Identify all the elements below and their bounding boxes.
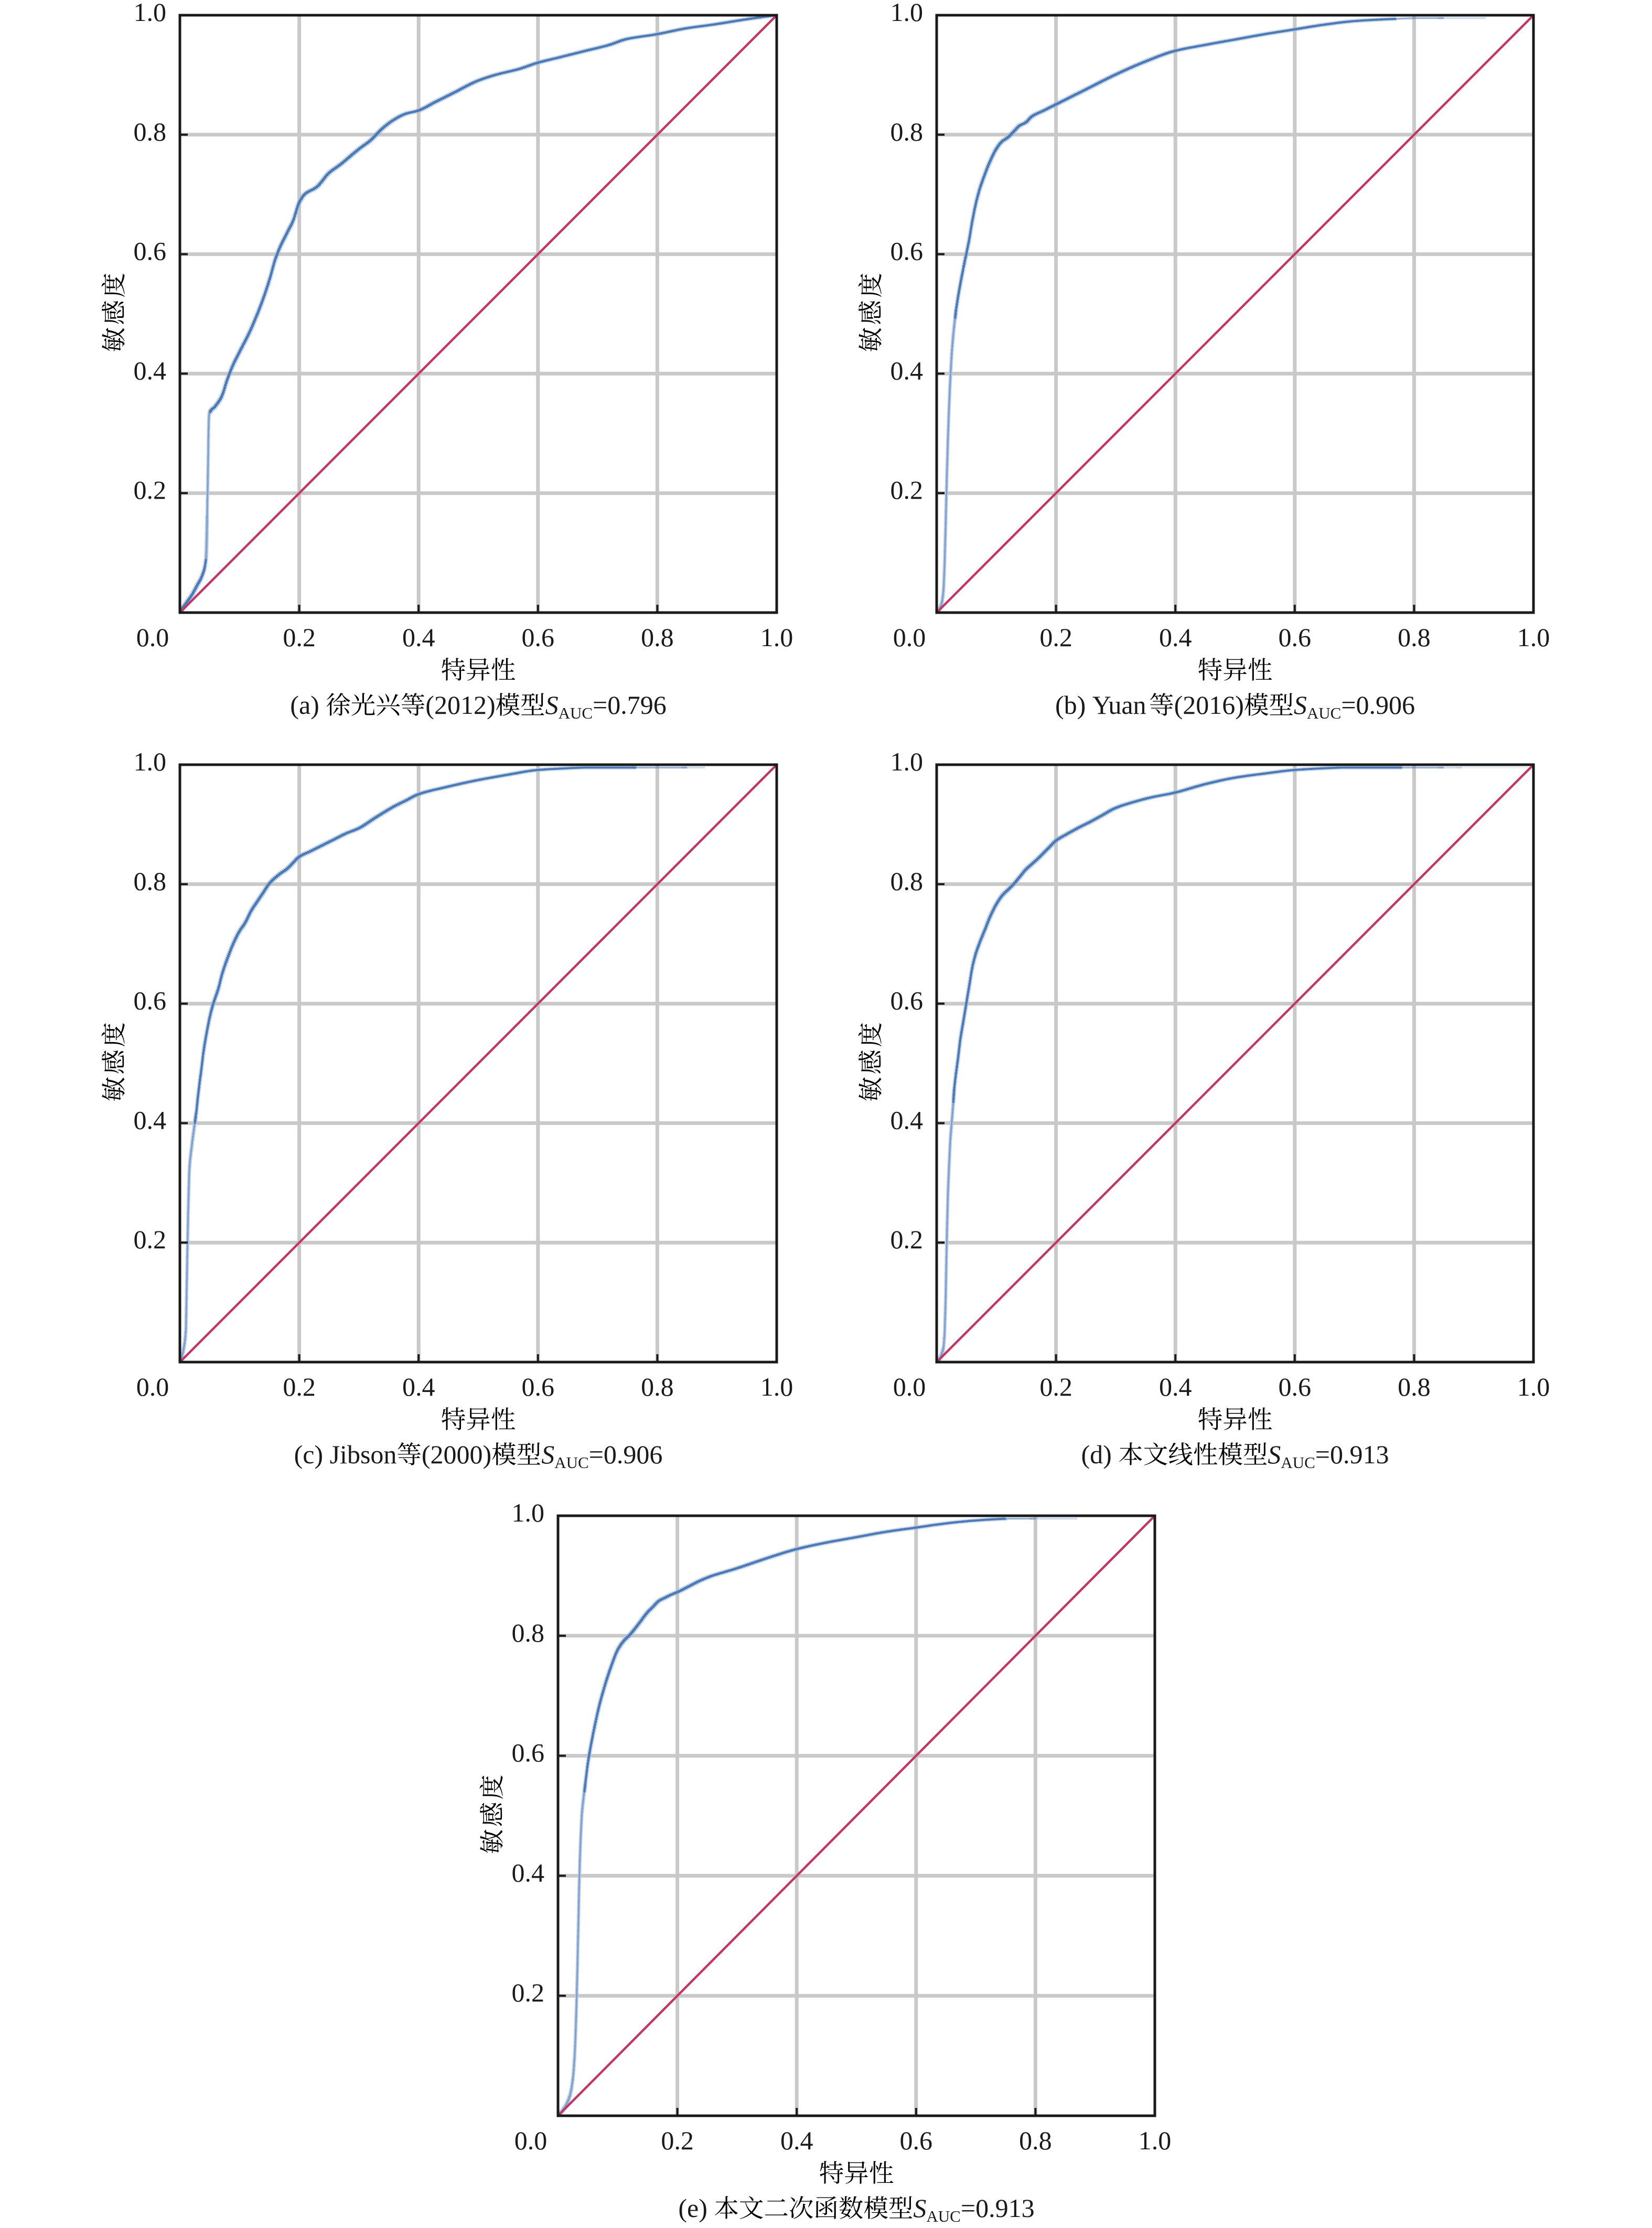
- svg-text:1.0: 1.0: [891, 0, 924, 27]
- svg-text:1.0: 1.0: [134, 0, 167, 27]
- svg-text:0.6: 0.6: [900, 2126, 933, 2155]
- svg-text:0.2: 0.2: [891, 1225, 924, 1254]
- svg-text:0.6: 0.6: [891, 237, 924, 266]
- svg-text:0.8: 0.8: [1398, 1372, 1431, 1401]
- svg-text:1.0: 1.0: [1139, 2126, 1172, 2155]
- svg-text:=0.906: =0.906: [589, 1440, 663, 1469]
- svg-text:0.8: 0.8: [134, 117, 167, 146]
- svg-text:S: S: [1268, 1440, 1281, 1469]
- svg-text:(b): (b): [1055, 690, 1086, 720]
- svg-text:0.2: 0.2: [891, 475, 924, 505]
- svg-text:0.2: 0.2: [283, 623, 316, 652]
- svg-text:1.0: 1.0: [760, 623, 793, 652]
- svg-text:0.8: 0.8: [641, 1372, 674, 1401]
- svg-text:AUC: AUC: [559, 704, 593, 722]
- svg-text:AUC: AUC: [554, 1453, 588, 1472]
- svg-text:0.0: 0.0: [136, 1372, 169, 1401]
- svg-text:S: S: [545, 690, 559, 720]
- svg-text:=0.913: =0.913: [1315, 1440, 1389, 1469]
- svg-text:0.4: 0.4: [134, 356, 167, 385]
- svg-text:1.0: 1.0: [134, 747, 167, 776]
- svg-text:0.4: 0.4: [1159, 1372, 1192, 1401]
- svg-text:S: S: [541, 1440, 554, 1469]
- svg-text:1.0: 1.0: [1517, 1372, 1550, 1401]
- svg-text:(a): (a): [290, 690, 319, 720]
- svg-text:0.6: 0.6: [134, 237, 167, 266]
- svg-text:0.6: 0.6: [1279, 623, 1312, 652]
- svg-text:0.4: 0.4: [891, 356, 924, 385]
- svg-text:AUC: AUC: [926, 2207, 960, 2225]
- svg-text:0.6: 0.6: [522, 623, 555, 652]
- svg-text:0.6: 0.6: [134, 986, 167, 1015]
- svg-text:Yuan: Yuan: [1092, 690, 1146, 720]
- svg-text:0.2: 0.2: [1039, 1372, 1072, 1401]
- svg-text:=0.913: =0.913: [961, 2193, 1035, 2223]
- svg-text:S: S: [913, 2193, 926, 2223]
- svg-text:=0.906: =0.906: [1341, 690, 1415, 720]
- svg-text:0.6: 0.6: [1279, 1372, 1312, 1401]
- svg-text:0.0: 0.0: [893, 623, 926, 652]
- svg-text:0.4: 0.4: [512, 1858, 545, 1887]
- svg-text:AUC: AUC: [1307, 704, 1341, 722]
- svg-text:0.8: 0.8: [891, 866, 924, 896]
- svg-text:0.4: 0.4: [134, 1105, 167, 1134]
- svg-text:(2016): (2016): [1174, 690, 1244, 720]
- svg-text:0.4: 0.4: [402, 623, 435, 652]
- svg-text:(c): (c): [294, 1440, 324, 1469]
- svg-text:(2000): (2000): [422, 1440, 491, 1469]
- svg-text:0.8: 0.8: [1019, 2126, 1052, 2155]
- svg-text:1.0: 1.0: [891, 747, 924, 776]
- svg-text:0.8: 0.8: [134, 866, 167, 896]
- svg-text:0.4: 0.4: [780, 2126, 813, 2155]
- svg-text:1.0: 1.0: [512, 1498, 545, 1527]
- svg-text:0.0: 0.0: [514, 2126, 548, 2155]
- svg-text:0.8: 0.8: [641, 623, 674, 652]
- svg-text:0.2: 0.2: [134, 475, 167, 505]
- svg-text:0.6: 0.6: [891, 986, 924, 1015]
- svg-text:0.0: 0.0: [136, 623, 169, 652]
- svg-text:1.0: 1.0: [1517, 623, 1550, 652]
- svg-text:1.0: 1.0: [760, 1372, 793, 1401]
- svg-text:0.4: 0.4: [402, 1372, 435, 1401]
- svg-text:0.2: 0.2: [134, 1225, 167, 1254]
- svg-text:0.8: 0.8: [512, 1618, 545, 1647]
- svg-text:0.2: 0.2: [512, 1978, 545, 2007]
- svg-text:S: S: [1294, 690, 1307, 720]
- svg-text:(e): (e): [678, 2193, 707, 2223]
- svg-text:0.4: 0.4: [1159, 623, 1192, 652]
- svg-text:0.0: 0.0: [893, 1372, 926, 1401]
- svg-text:(2012): (2012): [425, 690, 495, 720]
- svg-text:0.8: 0.8: [1398, 623, 1431, 652]
- svg-text:0.6: 0.6: [512, 1738, 545, 1768]
- svg-text:0.2: 0.2: [661, 2126, 694, 2155]
- svg-text:0.6: 0.6: [522, 1372, 555, 1401]
- svg-text:Jibson: Jibson: [330, 1440, 397, 1469]
- svg-text:(d): (d): [1081, 1440, 1112, 1469]
- svg-text:0.8: 0.8: [891, 117, 924, 146]
- svg-text:0.2: 0.2: [1039, 623, 1072, 652]
- svg-text:0.2: 0.2: [283, 1372, 316, 1401]
- svg-text:0.4: 0.4: [891, 1105, 924, 1134]
- svg-text:AUC: AUC: [1281, 1453, 1315, 1472]
- svg-text:=0.796: =0.796: [593, 690, 667, 720]
